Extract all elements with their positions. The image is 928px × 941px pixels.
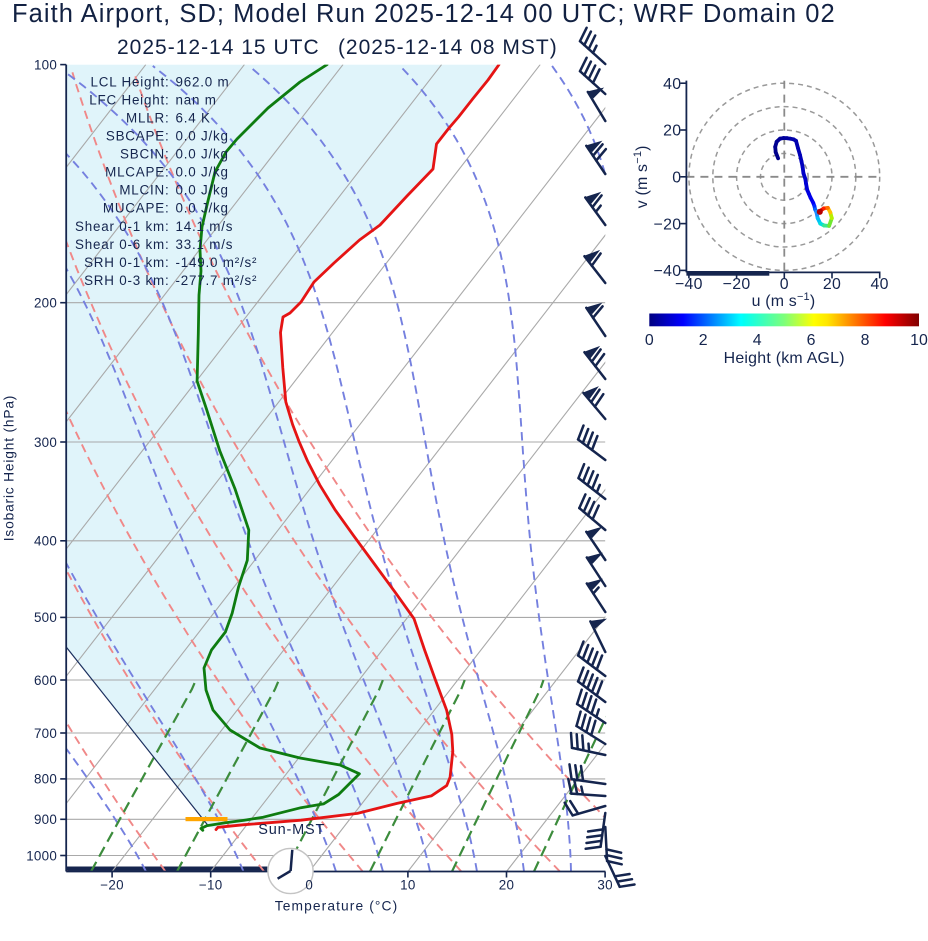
svg-text:0: 0 — [780, 276, 789, 293]
svg-text:SBCAPE:: SBCAPE: — [106, 129, 170, 144]
svg-text:0.0 J/kg: 0.0 J/kg — [176, 165, 229, 180]
svg-text:700: 700 — [34, 726, 57, 741]
svg-text:20: 20 — [663, 123, 681, 140]
svg-text:MLLR:: MLLR: — [126, 111, 169, 126]
svg-text:MUCAPE:: MUCAPE: — [103, 201, 170, 216]
svg-text:Isobaric Height (hPa): Isobaric Height (hPa) — [2, 395, 17, 541]
svg-text:30: 30 — [597, 878, 613, 893]
svg-text:6: 6 — [807, 332, 816, 349]
svg-text:0.0 J/kg: 0.0 J/kg — [176, 201, 229, 216]
svg-text:6.4 K: 6.4 K — [176, 111, 211, 126]
svg-text:0.0 J/kg: 0.0 J/kg — [176, 129, 229, 144]
svg-text:SRH 0-1 km:: SRH 0-1 km: — [84, 255, 169, 270]
svg-text:2: 2 — [699, 332, 708, 349]
svg-text:SRH 0-3 km:: SRH 0-3 km: — [84, 273, 169, 288]
svg-text:0.0 J/kg: 0.0 J/kg — [176, 183, 229, 198]
svg-text:0: 0 — [645, 332, 654, 349]
svg-text:600: 600 — [34, 673, 57, 688]
svg-text:MLCAPE:: MLCAPE: — [105, 165, 169, 180]
svg-text:−20: −20 — [100, 878, 124, 893]
svg-text:MLCIN:: MLCIN: — [119, 183, 169, 198]
svg-text:4: 4 — [753, 332, 762, 349]
svg-text:1000: 1000 — [26, 848, 57, 863]
svg-text:10: 10 — [400, 878, 416, 893]
svg-text:Height (km AGL): Height (km AGL) — [724, 350, 845, 367]
svg-text:0: 0 — [672, 170, 681, 187]
svg-text:10: 10 — [910, 332, 928, 349]
svg-text:−10: −10 — [199, 878, 223, 893]
svg-text:0.0 J/kg: 0.0 J/kg — [176, 147, 229, 162]
svg-text:0: 0 — [305, 878, 313, 893]
svg-text:20: 20 — [499, 878, 515, 893]
svg-text:Shear 0-1 km:: Shear 0-1 km: — [75, 219, 170, 234]
svg-text:−20: −20 — [654, 216, 682, 233]
svg-text:LFC Height:: LFC Height: — [89, 93, 169, 108]
svg-text:300: 300 — [34, 435, 57, 450]
svg-text:500: 500 — [34, 610, 57, 625]
svg-text:nan m: nan m — [176, 93, 217, 108]
svg-text:LCL Height:: LCL Height: — [90, 75, 169, 90]
svg-text:40: 40 — [871, 276, 889, 293]
svg-text:-149.0 m²/s²: -149.0 m²/s² — [176, 255, 258, 270]
svg-text:400: 400 — [34, 534, 57, 549]
svg-text:200: 200 — [34, 296, 57, 311]
svg-text:-277.7 m²/s²: -277.7 m²/s² — [176, 273, 258, 288]
svg-text:14.1 m/s: 14.1 m/s — [176, 219, 234, 234]
svg-text:SBCIN:: SBCIN: — [120, 147, 169, 162]
svg-text:100: 100 — [34, 57, 57, 72]
svg-text:40: 40 — [663, 76, 681, 93]
svg-text:2025-12-14 15 UTC (2025-12-14: 2025-12-14 15 UTC (2025-12-14 08 MST) — [117, 36, 558, 59]
svg-text:900: 900 — [34, 812, 57, 827]
svg-text:−20: −20 — [723, 276, 751, 293]
svg-text:8: 8 — [861, 332, 870, 349]
svg-text:800: 800 — [34, 772, 57, 787]
svg-text:962.0 m: 962.0 m — [176, 75, 230, 90]
svg-text:33.1 m/s: 33.1 m/s — [176, 237, 234, 252]
svg-text:20: 20 — [823, 276, 841, 293]
svg-text:Sun-MST: Sun-MST — [258, 822, 325, 838]
svg-text:−40: −40 — [654, 263, 682, 280]
svg-text:Temperature (°C): Temperature (°C) — [275, 899, 399, 914]
svg-text:Shear 0-6 km:: Shear 0-6 km: — [75, 237, 170, 252]
svg-text:Faith Airport, SD; Model Run 2: Faith Airport, SD; Model Run 2025-12-14 … — [12, 0, 836, 28]
